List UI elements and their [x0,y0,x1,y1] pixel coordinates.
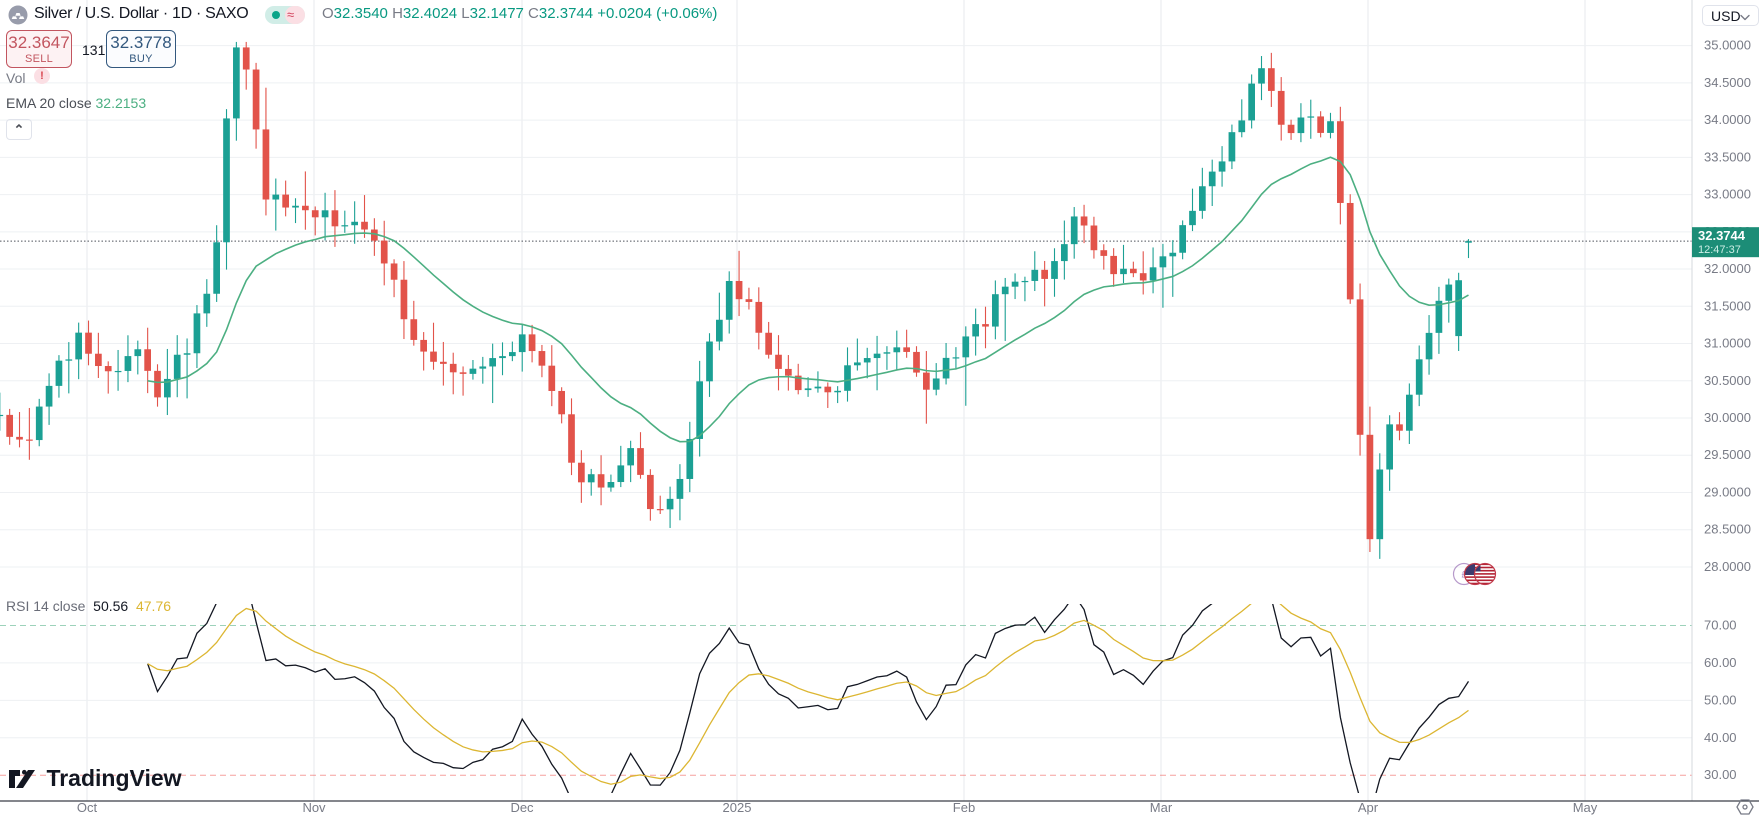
svg-text:Mar: Mar [1150,800,1173,815]
svg-text:Dec: Dec [510,800,534,815]
svg-text:May: May [1573,800,1598,815]
svg-text:28.0000: 28.0000 [1704,559,1751,574]
svg-text:31.5000: 31.5000 [1704,298,1751,313]
svg-text:70.00: 70.00 [1704,618,1737,633]
svg-text:Oct: Oct [77,800,98,815]
svg-text:50.00: 50.00 [1704,692,1737,707]
svg-text:2025: 2025 [723,800,752,815]
svg-text:12:47:37: 12:47:37 [1698,244,1741,256]
svg-text:30.00: 30.00 [1704,767,1737,782]
svg-text:Nov: Nov [302,800,326,815]
svg-text:32.3744: 32.3744 [1698,228,1746,243]
svg-text:60.00: 60.00 [1704,655,1737,670]
svg-text:31.0000: 31.0000 [1704,336,1751,351]
svg-text:33.0000: 33.0000 [1704,187,1751,202]
svg-text:30.5000: 30.5000 [1704,373,1751,388]
svg-text:40.00: 40.00 [1704,730,1737,745]
svg-text:Feb: Feb [953,800,975,815]
svg-text:28.5000: 28.5000 [1704,522,1751,537]
svg-text:29.5000: 29.5000 [1704,447,1751,462]
svg-text:34.5000: 34.5000 [1704,75,1751,90]
svg-text:35.0000: 35.0000 [1704,38,1751,53]
svg-text:34.0000: 34.0000 [1704,112,1751,127]
svg-text:Apr: Apr [1358,800,1379,815]
svg-text:33.5000: 33.5000 [1704,149,1751,164]
svg-text:30.0000: 30.0000 [1704,410,1751,425]
svg-text:32.0000: 32.0000 [1704,261,1751,276]
svg-text:29.0000: 29.0000 [1704,484,1751,499]
